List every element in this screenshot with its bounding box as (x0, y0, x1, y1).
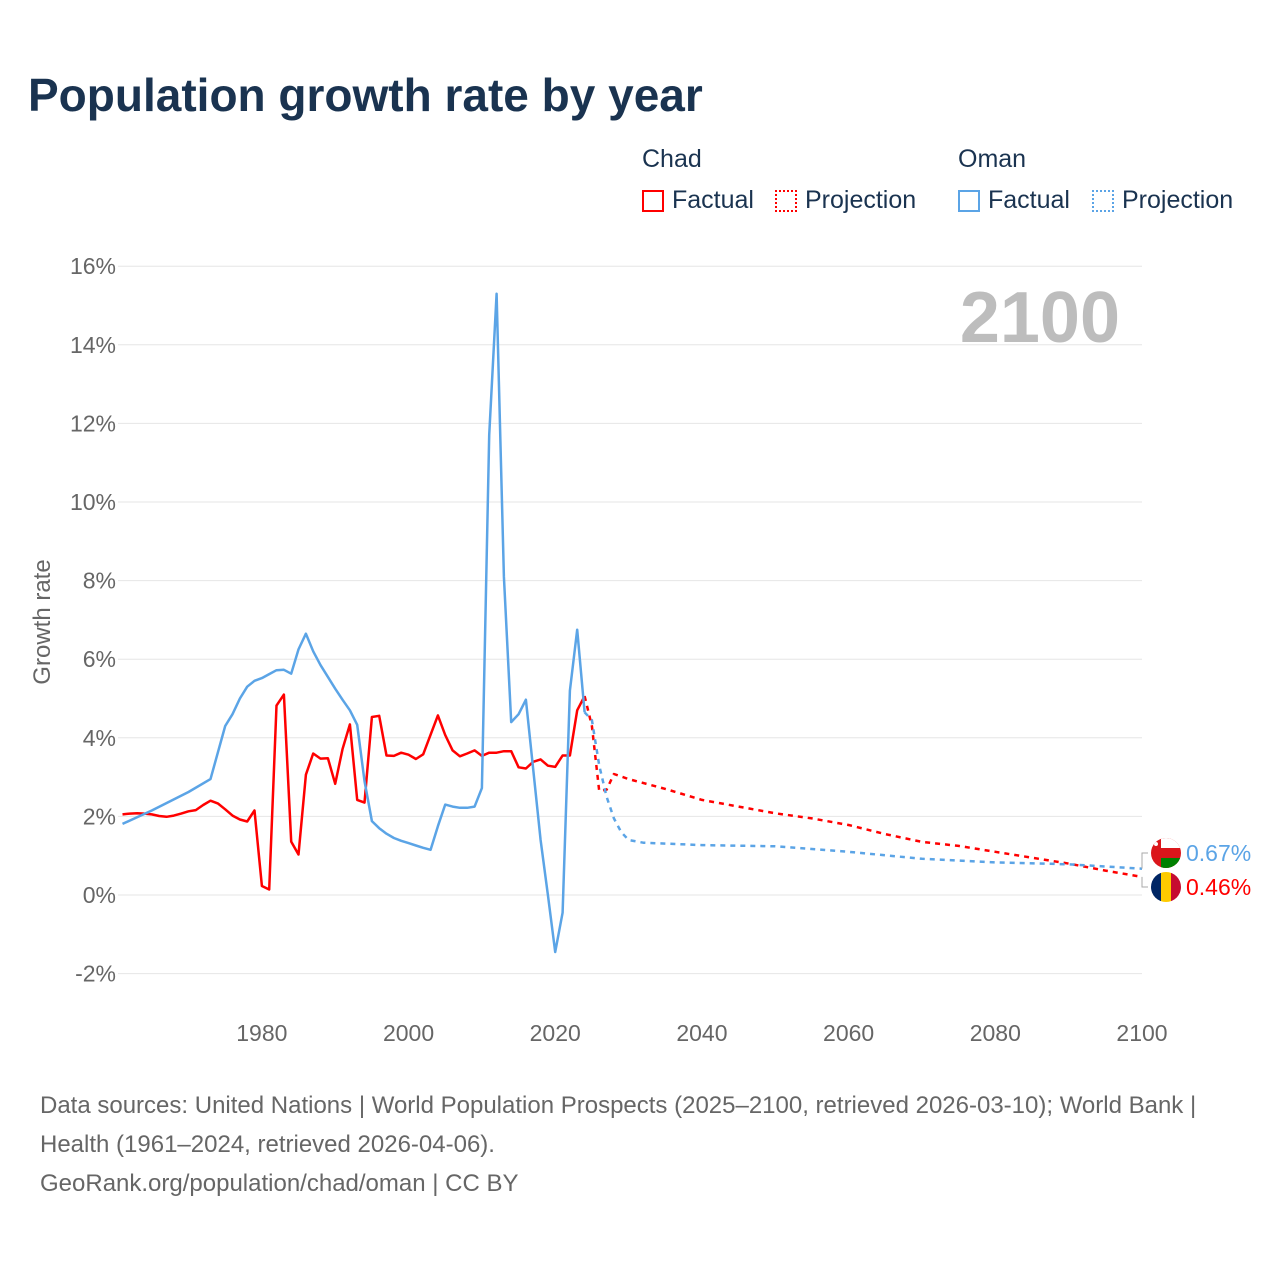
legend-chad-projection[interactable]: Projection (775, 186, 916, 215)
legend-swatch (775, 189, 797, 212)
y-axis-label: Growth rate (29, 559, 56, 684)
legend-group-oman: Oman (958, 145, 1027, 173)
legend-oman-projection[interactable]: Projection (1092, 186, 1233, 215)
end-label-chad: 0.46% (1186, 874, 1251, 900)
legend-group-chad: Chad (642, 145, 702, 173)
chad-flag-icon (1151, 872, 1181, 902)
y-tick-label: 16% (70, 253, 116, 279)
y-tick-label: 2% (83, 803, 116, 829)
chart-title: Population growth rate by year (28, 69, 703, 121)
x-tick-label: 2000 (383, 1020, 434, 1046)
footer-credit[interactable]: GeoRank.org/population/chad/oman | CC BY (40, 1170, 519, 1197)
legend-label: Factual (988, 186, 1070, 214)
year-watermark: 2100 (960, 278, 1120, 358)
connector (1141, 876, 1148, 888)
x-tick-label: 1980 (236, 1020, 287, 1046)
series-line-chad-projection (583, 695, 1143, 879)
y-tick-label: 8% (83, 568, 116, 594)
end-label-oman: 0.67% (1186, 840, 1251, 866)
x-tick-label: 2040 (676, 1020, 727, 1046)
legend-label: Projection (805, 186, 917, 214)
footer-sources: Data sources: United Nations | World Pop… (40, 1092, 1197, 1158)
legend-chad-factual[interactable]: Factual (642, 186, 754, 215)
series-line-oman-factual (121, 292, 586, 954)
y-tick-label: -2% (75, 961, 116, 987)
x-tick-label: 2020 (530, 1020, 581, 1046)
y-tick-label: 6% (83, 646, 116, 672)
x-tick-label: 2060 (823, 1020, 874, 1046)
y-tick-label: 12% (70, 410, 116, 436)
connector (1141, 852, 1148, 869)
legend-swatch (1092, 189, 1114, 212)
legend-label: Projection (1122, 186, 1234, 214)
legend-oman-factual[interactable]: Factual (958, 186, 1070, 215)
legend-swatch (642, 189, 664, 212)
series-line-chad-factual (122, 693, 586, 891)
y-tick-label: 0% (83, 882, 116, 908)
x-tick-label: 2100 (1116, 1020, 1167, 1046)
oman-flag-icon (1151, 838, 1181, 868)
plot-area: -2% 0% 2% 4% 6% 8% 10% 12% 14% 16% 1980 2000 2020 204… (29, 253, 1251, 1046)
y-tick-label: 14% (70, 332, 116, 358)
legend-swatch (958, 189, 980, 212)
x-tick-label: 2080 (970, 1020, 1021, 1046)
y-tick-label: 10% (70, 489, 116, 515)
y-tick-label: 4% (83, 725, 116, 751)
legend-label: Factual (672, 186, 754, 214)
series-line-oman-projection (583, 711, 1143, 870)
